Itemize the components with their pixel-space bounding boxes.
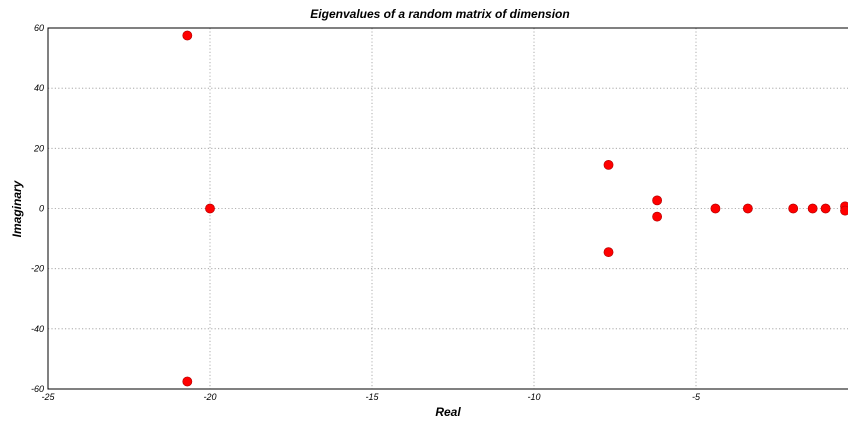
eigenvalue-point: [710, 203, 721, 214]
eigenvalue-point: [205, 203, 215, 214]
eigenvalue-point: [742, 203, 753, 214]
y-axis-label: Imaginary: [10, 179, 24, 237]
eigenvalue-point: [182, 376, 193, 387]
eigenvalue-point: [603, 159, 614, 170]
grid-lines: [48, 28, 848, 389]
x-tick-label: -15: [365, 392, 379, 402]
eigenvalue-point: [820, 203, 831, 214]
eigenvalue-point: [840, 205, 848, 216]
x-tick-label: -25: [41, 392, 55, 402]
x-tick-label: -5: [692, 392, 701, 402]
chart-title: Eigenvalues of a random matrix of dimens…: [310, 7, 569, 21]
y-tick-label: 0: [39, 204, 44, 214]
eigenvalue-point: [807, 203, 818, 214]
y-tick-label: -20: [31, 264, 44, 274]
y-tick-label: 20: [33, 143, 44, 153]
plot-frame: [47, 27, 848, 390]
y-tick-label: 40: [34, 83, 44, 93]
x-axis-label: Real: [435, 405, 461, 419]
tick-labels: -25 -20 -15 -10 -5 -60 -40 -20 0 20 40 60: [31, 23, 701, 402]
eigenvalue-point: [182, 30, 193, 41]
data-points: [182, 30, 848, 387]
y-tick-label: -40: [31, 324, 44, 334]
x-tick-label: -10: [527, 392, 540, 402]
y-tick-label: 60: [34, 23, 44, 33]
eigenvalue-point: [652, 211, 663, 222]
eigenvalue-point: [788, 203, 799, 214]
y-tick-label: -60: [31, 384, 44, 394]
eigenvalue-point: [652, 195, 663, 206]
x-tick-label: -20: [203, 392, 216, 402]
eigenvalue-point: [603, 247, 614, 258]
